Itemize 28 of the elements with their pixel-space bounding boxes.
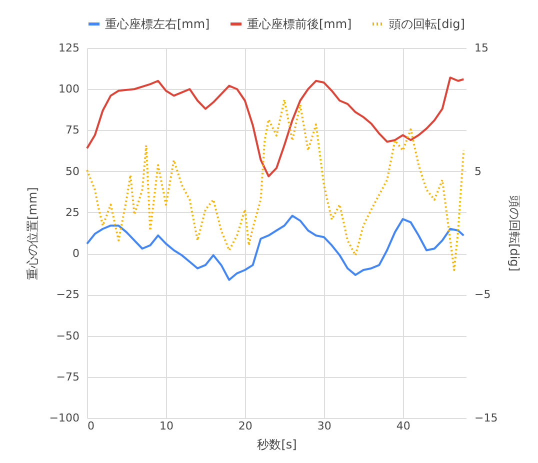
y2-axis-title: 頭の回転[dig] [508,196,522,272]
y-tick-label: 0 [72,247,80,260]
y2-tick-label: −5 [474,288,491,302]
x-tick-label: 0 [88,420,94,432]
x-tick-label: 30 [317,420,332,432]
y-tick-label: 25 [66,206,80,219]
y-tick-label: −50 [56,329,80,342]
line-series [86,76,465,178]
y2-tick-label: 15 [474,42,488,54]
x-tick-label: 10 [159,420,174,432]
legend-label: 重心座標前後[mm] [247,17,352,31]
y-tick-label: 50 [66,164,80,178]
x-axis-title: 秒数[s] [257,438,297,452]
y-tick-label: −25 [56,288,80,302]
x-tick-label: 40 [396,420,410,432]
x-tick-label: 20 [238,420,252,432]
y2-tick-label: −15 [474,412,498,424]
y-tick-label: 75 [66,124,80,137]
y-tick-label: −100 [49,412,80,424]
legend-label: 重心座標左右[mm] [105,17,210,31]
y-tick-label: −75 [56,370,80,384]
y2-tick-label: 5 [474,164,482,178]
line-series [86,214,465,281]
y-tick-label: 100 [58,82,80,96]
y-axis-title: 重心の位置[mm] [25,187,40,280]
y-tick-label: 125 [58,42,80,54]
legend-label: 頭の回転[dig] [389,17,465,31]
line-series [86,98,465,271]
